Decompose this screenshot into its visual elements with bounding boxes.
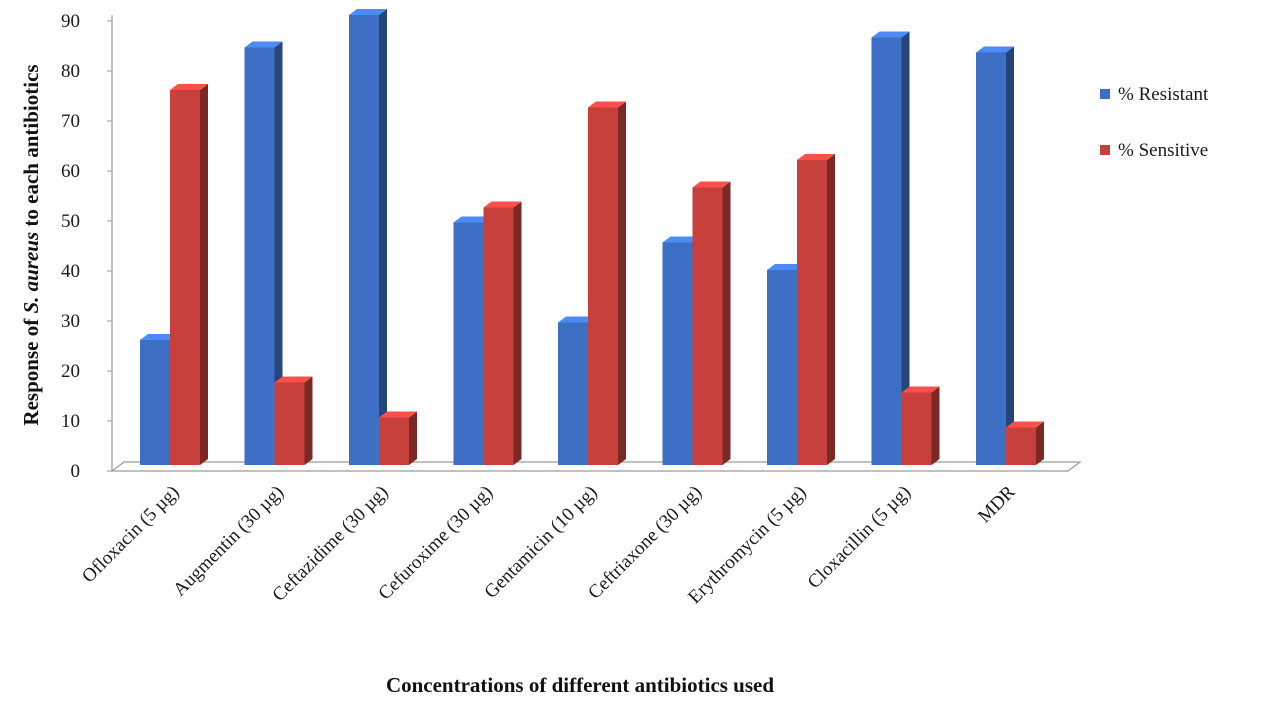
bar-front [453, 222, 484, 465]
bar-front [662, 242, 693, 465]
bar-front [797, 160, 827, 465]
bar-resistant-8 [976, 46, 1014, 465]
legend-label-sensitive: % Sensitive [1118, 140, 1208, 161]
bar-front [692, 187, 723, 465]
bar-side [901, 31, 910, 465]
y-tick-label: 40 [61, 261, 80, 282]
bar-front [170, 90, 200, 465]
bar-sensitive-6 [797, 154, 835, 465]
bar-front [379, 417, 409, 465]
x-category-label: Ceftazidime (30 µg) [268, 482, 392, 606]
legend-swatch-resistant [1100, 89, 1110, 99]
bar-top [140, 334, 178, 340]
bar-top [588, 101, 626, 108]
bar-side [722, 181, 731, 465]
y-tick-label: 30 [61, 311, 80, 332]
bar-sensitive-1 [274, 376, 313, 465]
legend: % Resistant % Sensitive [1100, 84, 1209, 161]
bar-top [976, 46, 1014, 53]
bar-top [349, 9, 387, 15]
bar-top [871, 31, 910, 38]
bar-front [349, 15, 379, 465]
y-tick-label: 60 [61, 161, 80, 182]
x-category-label: Ceftriaxone (30 µg) [584, 482, 706, 604]
bar-side [931, 386, 940, 465]
y-tick-label: 20 [61, 361, 80, 382]
bar-side [618, 101, 626, 465]
bar-front [767, 270, 797, 465]
bar-sensitive-8 [1006, 421, 1044, 465]
bar-resistant-1 [244, 41, 283, 465]
x-axis-title: Concentrations of different antibiotics … [386, 673, 774, 697]
bar-resistant-2 [349, 9, 387, 465]
x-category-label: MDR [974, 481, 1020, 527]
y-axis: 0 10 20 30 40 50 60 70 80 90 [61, 11, 113, 482]
bar-side [1036, 421, 1044, 465]
bar-top [797, 154, 835, 160]
bar-sensitive-2 [379, 411, 417, 465]
x-category-label: Augmentin (30 µg) [169, 482, 288, 601]
bar-top [483, 201, 522, 208]
bar-side [1006, 46, 1014, 465]
y-tick-label: 90 [61, 11, 80, 32]
bar-front [901, 392, 932, 465]
x-category-label: Ofloxacin (5 µg) [78, 482, 183, 587]
bar-side [827, 154, 835, 465]
bar-top [170, 84, 208, 90]
bar-top [1006, 421, 1044, 428]
x-category-label: Gentamicin (10 µg) [480, 482, 601, 603]
bar-sensitive-7 [901, 386, 940, 465]
bar-top [453, 216, 492, 223]
bar-side [513, 201, 522, 465]
y-tick-label: 80 [61, 61, 80, 82]
bar-front [558, 322, 588, 465]
bar-front [1006, 427, 1036, 465]
bar-sensitive-5 [692, 181, 731, 465]
y-axis-title: Response of S. aureus to each antibiotic… [19, 64, 43, 425]
bar-front [244, 47, 275, 465]
bar-front [976, 52, 1006, 465]
bar-top [558, 316, 596, 323]
bar-side [200, 84, 208, 465]
bar-top [767, 264, 805, 270]
bar-front [483, 207, 514, 465]
bar-front [588, 107, 618, 465]
bar-front [274, 382, 305, 465]
x-category-label: Cloxacillin (5 µg) [804, 482, 915, 593]
bar-sensitive-0 [170, 84, 208, 465]
x-category-label: Cefuroxime (30 µg) [374, 482, 497, 605]
y-tick-label: 70 [61, 111, 80, 132]
bar-resistant-7 [871, 31, 910, 465]
bar-top [379, 411, 417, 418]
bar-side [409, 411, 417, 465]
bar-front [871, 37, 902, 465]
x-axis-labels: Ofloxacin (5 µg)Augmentin (30 µg)Ceftazi… [78, 481, 1020, 608]
bar-side [304, 376, 313, 465]
bars [140, 9, 1044, 465]
bar-top [662, 236, 701, 243]
bar-top [692, 181, 731, 188]
bar-side [274, 41, 283, 465]
bar-top [901, 386, 940, 393]
y-tick-label: 0 [71, 461, 81, 482]
bar-front [140, 340, 170, 465]
legend-label-resistant: % Resistant [1118, 84, 1209, 105]
bar-top [274, 376, 313, 383]
y-tick-label: 50 [61, 211, 80, 232]
bar-sensitive-3 [483, 201, 522, 465]
y-tick-label: 10 [61, 411, 80, 432]
bar-sensitive-4 [588, 101, 626, 465]
bar-side [379, 9, 387, 465]
legend-swatch-sensitive [1100, 145, 1110, 155]
bar-top [244, 41, 283, 48]
x-category-label: Erythromycin (5 µg) [684, 482, 810, 608]
